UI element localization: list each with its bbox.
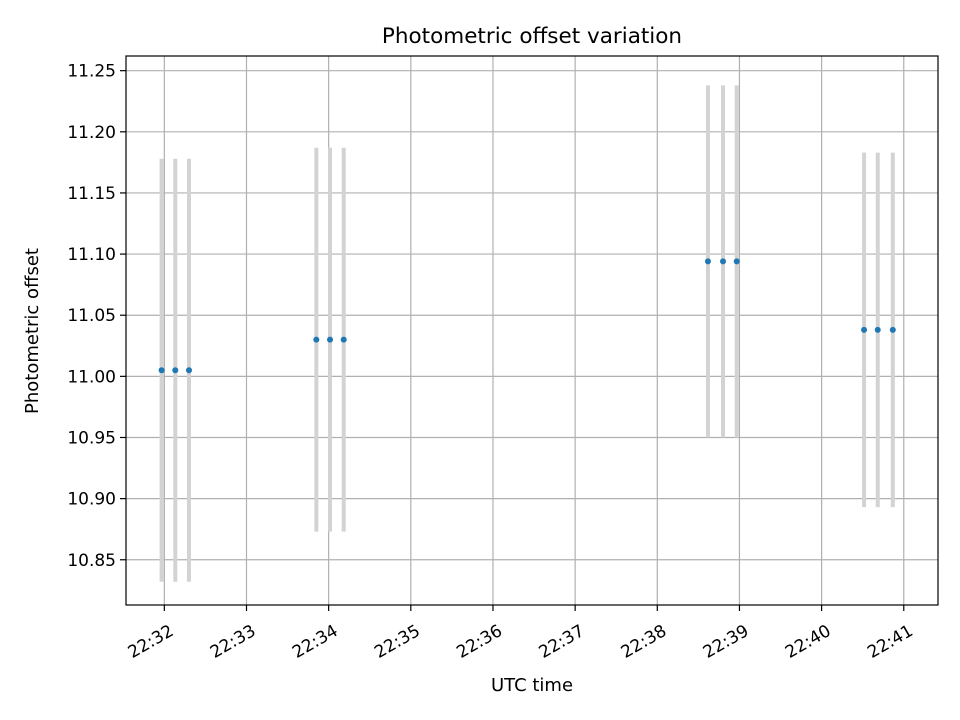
data-point [874,326,881,333]
data-point [733,258,740,265]
grid [126,56,938,605]
data-point [340,336,347,343]
data-point [327,336,334,343]
y-tick-label: 11.15 [67,184,116,204]
data-point [313,336,320,343]
y-tick-label: 11.05 [67,306,116,326]
data-point [720,258,727,265]
data-point [172,367,179,374]
y-axis-ticks: 10.85 10.90 10.95 11.00 11.05 11.10 11.15 11.20… [67,62,126,571]
y-tick-label: 10.95 [67,428,116,448]
data-point [861,326,868,333]
chart-title: Photometric offset variation [382,24,682,49]
y-tick-label: 10.85 [67,551,116,571]
data-point [704,258,711,265]
plot-frame [125,55,939,606]
y-axis-title: Photometric offset [22,248,43,414]
data-point [185,367,192,374]
data-point [889,326,896,333]
y-tick-label: 11.25 [67,62,116,82]
data-point [158,367,165,374]
y-tick-label: 11.20 [67,123,116,143]
y-tick-label: 10.90 [67,490,116,510]
y-tick-label: 11.10 [67,245,116,265]
y-tick-label: 11.00 [67,367,116,387]
data-points [158,258,896,374]
x-axis-title: UTC time [491,675,573,696]
